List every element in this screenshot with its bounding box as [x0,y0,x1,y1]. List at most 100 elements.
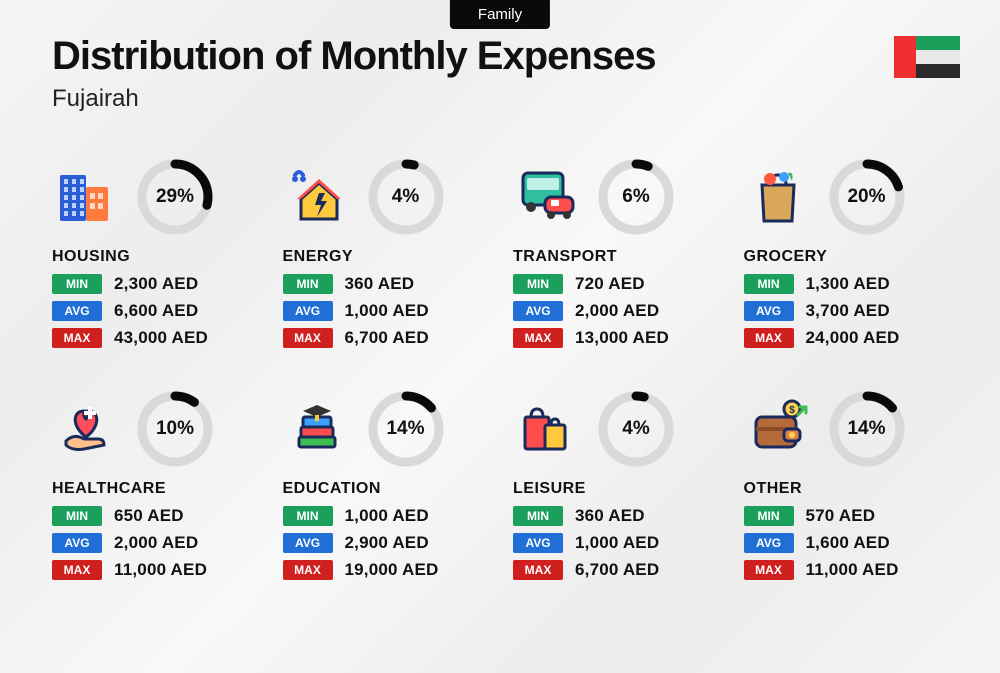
value-rows: MIN 1,000 AED AVG 2,900 AED MAX 19,000 A… [283,506,500,580]
min-badge: MIN [744,274,794,294]
category-name: OTHER [744,480,961,498]
category-name: EDUCATION [283,480,500,498]
min-value: 1,300 AED [806,274,890,294]
donut-grocery: 20% [828,158,906,236]
min-row: MIN 1,300 AED [744,274,961,294]
card-leisure: 4% LEISURE MIN 360 AED AVG 1,000 AED MAX… [513,390,730,580]
avg-value: 2,000 AED [575,301,659,321]
energy-house-icon [283,163,351,231]
card-other: $ 14% OTHER MIN 570 AED AVG 1,600 AED MA… [744,390,961,580]
avg-badge: AVG [283,533,333,553]
category-name: LEISURE [513,480,730,498]
donut-other: 14% [828,390,906,468]
donut-education: 14% [367,390,445,468]
donut-energy: 4% [367,158,445,236]
min-row: MIN 360 AED [283,274,500,294]
avg-badge: AVG [283,301,333,321]
value-rows: MIN 720 AED AVG 2,000 AED MAX 13,000 AED [513,274,730,348]
family-tag: Family [450,0,550,29]
page-title: Distribution of Monthly Expenses [52,34,656,79]
min-badge: MIN [283,274,333,294]
min-value: 360 AED [345,274,415,294]
avg-badge: AVG [513,301,563,321]
min-badge: MIN [52,274,102,294]
grocery-bag-icon [744,163,812,231]
donut-housing: 29% [136,158,214,236]
min-value: 1,000 AED [345,506,429,526]
min-row: MIN 650 AED [52,506,269,526]
max-badge: MAX [52,328,102,348]
max-badge: MAX [744,560,794,580]
min-row: MIN 1,000 AED [283,506,500,526]
avg-value: 2,900 AED [345,533,429,553]
min-badge: MIN [513,274,563,294]
value-rows: MIN 360 AED AVG 1,000 AED MAX 6,700 AED [513,506,730,580]
donut-healthcare: 10% [136,390,214,468]
avg-row: AVG 2,000 AED [513,301,730,321]
uae-flag-icon [894,36,960,78]
value-rows: MIN 2,300 AED AVG 6,600 AED MAX 43,000 A… [52,274,269,348]
avg-badge: AVG [52,533,102,553]
bus-car-icon [513,163,581,231]
max-row: MAX 6,700 AED [283,328,500,348]
min-row: MIN 570 AED [744,506,961,526]
avg-row: AVG 1,000 AED [513,533,730,553]
max-row: MAX 19,000 AED [283,560,500,580]
category-grid: 29% HOUSING MIN 2,300 AED AVG 6,600 AED … [52,158,960,580]
min-value: 570 AED [806,506,876,526]
max-value: 11,000 AED [114,560,207,580]
max-badge: MAX [744,328,794,348]
avg-badge: AVG [744,533,794,553]
avg-row: AVG 2,900 AED [283,533,500,553]
max-badge: MAX [513,328,563,348]
max-badge: MAX [283,328,333,348]
donut-leisure: 4% [597,390,675,468]
avg-value: 6,600 AED [114,301,198,321]
max-badge: MAX [513,560,563,580]
avg-row: AVG 1,600 AED [744,533,961,553]
max-badge: MAX [283,560,333,580]
category-name: TRANSPORT [513,248,730,266]
wallet-icon: $ [744,395,812,463]
max-value: 11,000 AED [806,560,899,580]
card-grocery: 20% GROCERY MIN 1,300 AED AVG 3,700 AED … [744,158,961,348]
grad-books-icon [283,395,351,463]
card-transport: 6% TRANSPORT MIN 720 AED AVG 2,000 AED M… [513,158,730,348]
min-row: MIN 360 AED [513,506,730,526]
svg-text:$: $ [789,405,795,416]
value-rows: MIN 570 AED AVG 1,600 AED MAX 11,000 AED [744,506,961,580]
value-rows: MIN 360 AED AVG 1,000 AED MAX 6,700 AED [283,274,500,348]
max-value: 6,700 AED [575,560,659,580]
avg-value: 1,000 AED [345,301,429,321]
max-value: 6,700 AED [345,328,429,348]
category-name: HOUSING [52,248,269,266]
avg-row: AVG 1,000 AED [283,301,500,321]
avg-value: 3,700 AED [806,301,890,321]
min-badge: MIN [283,506,333,526]
avg-value: 1,000 AED [575,533,659,553]
page-subtitle: Fujairah [52,85,656,113]
heart-hand-icon [52,395,120,463]
value-rows: MIN 650 AED AVG 2,000 AED MAX 11,000 AED [52,506,269,580]
max-row: MAX 11,000 AED [52,560,269,580]
value-rows: MIN 1,300 AED AVG 3,700 AED MAX 24,000 A… [744,274,961,348]
max-badge: MAX [52,560,102,580]
avg-row: AVG 6,600 AED [52,301,269,321]
min-badge: MIN [744,506,794,526]
avg-value: 1,600 AED [806,533,890,553]
card-healthcare: 10% HEALTHCARE MIN 650 AED AVG 2,000 AED… [52,390,269,580]
avg-badge: AVG [744,301,794,321]
max-value: 19,000 AED [345,560,439,580]
buildings-icon [52,163,120,231]
card-energy: 4% ENERGY MIN 360 AED AVG 1,000 AED MAX … [283,158,500,348]
card-education: 14% EDUCATION MIN 1,000 AED AVG 2,900 AE… [283,390,500,580]
max-row: MAX 24,000 AED [744,328,961,348]
min-badge: MIN [513,506,563,526]
min-value: 360 AED [575,506,645,526]
min-badge: MIN [52,506,102,526]
donut-transport: 6% [597,158,675,236]
avg-badge: AVG [513,533,563,553]
header: Distribution of Monthly Expenses Fujaira… [52,34,656,113]
category-name: GROCERY [744,248,961,266]
max-row: MAX 11,000 AED [744,560,961,580]
